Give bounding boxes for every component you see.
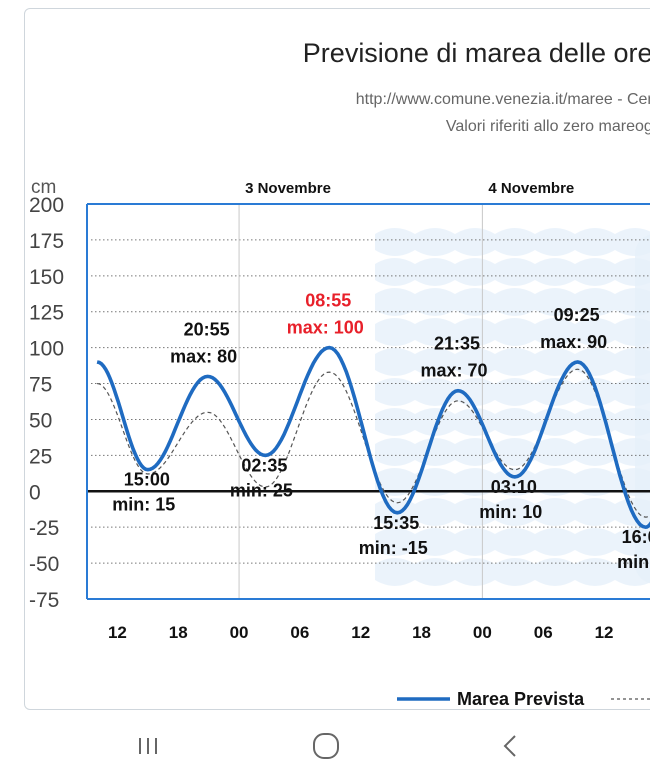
legend-label-marea-prevista: Marea Prevista [457, 689, 585, 709]
y-tick-label: 200 [29, 194, 64, 217]
background-wave [375, 558, 650, 586]
annotation-time: 09:25 [554, 305, 600, 325]
y-tick-label: 50 [29, 409, 52, 432]
tide-chart: Previsione di marea delle ore 0 http://ww… [29, 38, 650, 709]
annotation-value: min: - [617, 552, 650, 572]
y-tick-label: 0 [29, 481, 41, 504]
background-wave [375, 438, 650, 466]
background-wave [375, 318, 650, 346]
x-tick-label: 18 [169, 623, 188, 642]
annotation-value: min: 10 [479, 502, 542, 522]
annotation-time: 03:10 [491, 477, 537, 497]
background-wave [375, 498, 650, 526]
annotation-time: 21:35 [434, 334, 480, 354]
android-navigation-bar [0, 712, 650, 779]
y-tick-label: 125 [29, 302, 64, 325]
y-tick-label: 175 [29, 230, 64, 253]
chart-subtitle-line2: Valori riferiti allo zero mareografi [446, 118, 650, 135]
home-icon[interactable] [306, 730, 346, 762]
day-label: 3 Novembre [245, 180, 331, 197]
background-pillar [635, 234, 650, 584]
x-tick-label: 00 [230, 623, 249, 642]
annotation-value: max: 90 [540, 332, 607, 352]
annotation-time: 08:55 [305, 291, 351, 311]
x-tick-label: 06 [534, 623, 553, 642]
y-tick-label: -50 [29, 553, 59, 576]
y-tick-label: 25 [29, 445, 52, 468]
background-wave [375, 468, 650, 496]
chart-card: Previsione di marea delle ore 0 http://ww… [24, 8, 650, 710]
x-tick-label: 12 [595, 623, 614, 642]
annotation-value: min: -15 [359, 538, 428, 558]
x-tick-label: 00 [473, 623, 492, 642]
annotation-time: 15:00 [124, 470, 170, 490]
recents-icon[interactable] [128, 730, 168, 762]
chart-subtitle-line1: http://www.comune.venezia.it/maree - Cen… [356, 91, 650, 108]
background-wave [375, 228, 650, 256]
x-tick-label: 18 [412, 623, 431, 642]
annotation-value: min: 25 [230, 480, 293, 500]
y-tick-label: 75 [29, 374, 52, 397]
annotation-value: max: 100 [287, 318, 364, 338]
annotation-value: max: 70 [421, 361, 488, 381]
background-wave [375, 288, 650, 316]
y-tick-label: -25 [29, 517, 59, 540]
background-wave [375, 408, 650, 436]
background-wave [375, 378, 650, 406]
y-tick-label: 150 [29, 266, 64, 289]
y-tick-label: -75 [29, 589, 59, 612]
annotation-time: 20:55 [184, 319, 230, 339]
annotation-value: max: 80 [170, 346, 237, 366]
x-tick-label: 12 [351, 623, 370, 642]
x-tick-label: 06 [290, 623, 309, 642]
series-line-marea-prevista [96, 345, 650, 530]
annotation-time: 15:35 [373, 513, 419, 533]
back-icon[interactable] [490, 730, 530, 762]
background-wave [375, 528, 650, 556]
series-line-secondary [96, 368, 650, 518]
chart-title: Previsione di marea delle ore 0 [303, 38, 650, 68]
background-wave [375, 348, 650, 376]
background-wave [375, 258, 650, 286]
y-tick-label: 100 [29, 338, 64, 361]
y-axis-label: cm [31, 177, 56, 198]
annotation-time: 02:35 [241, 455, 287, 475]
day-label: 4 Novembre [488, 180, 574, 197]
annotation-value: min: 15 [112, 495, 175, 515]
annotation-time: 16:05 [622, 527, 650, 547]
x-tick-label: 12 [108, 623, 127, 642]
